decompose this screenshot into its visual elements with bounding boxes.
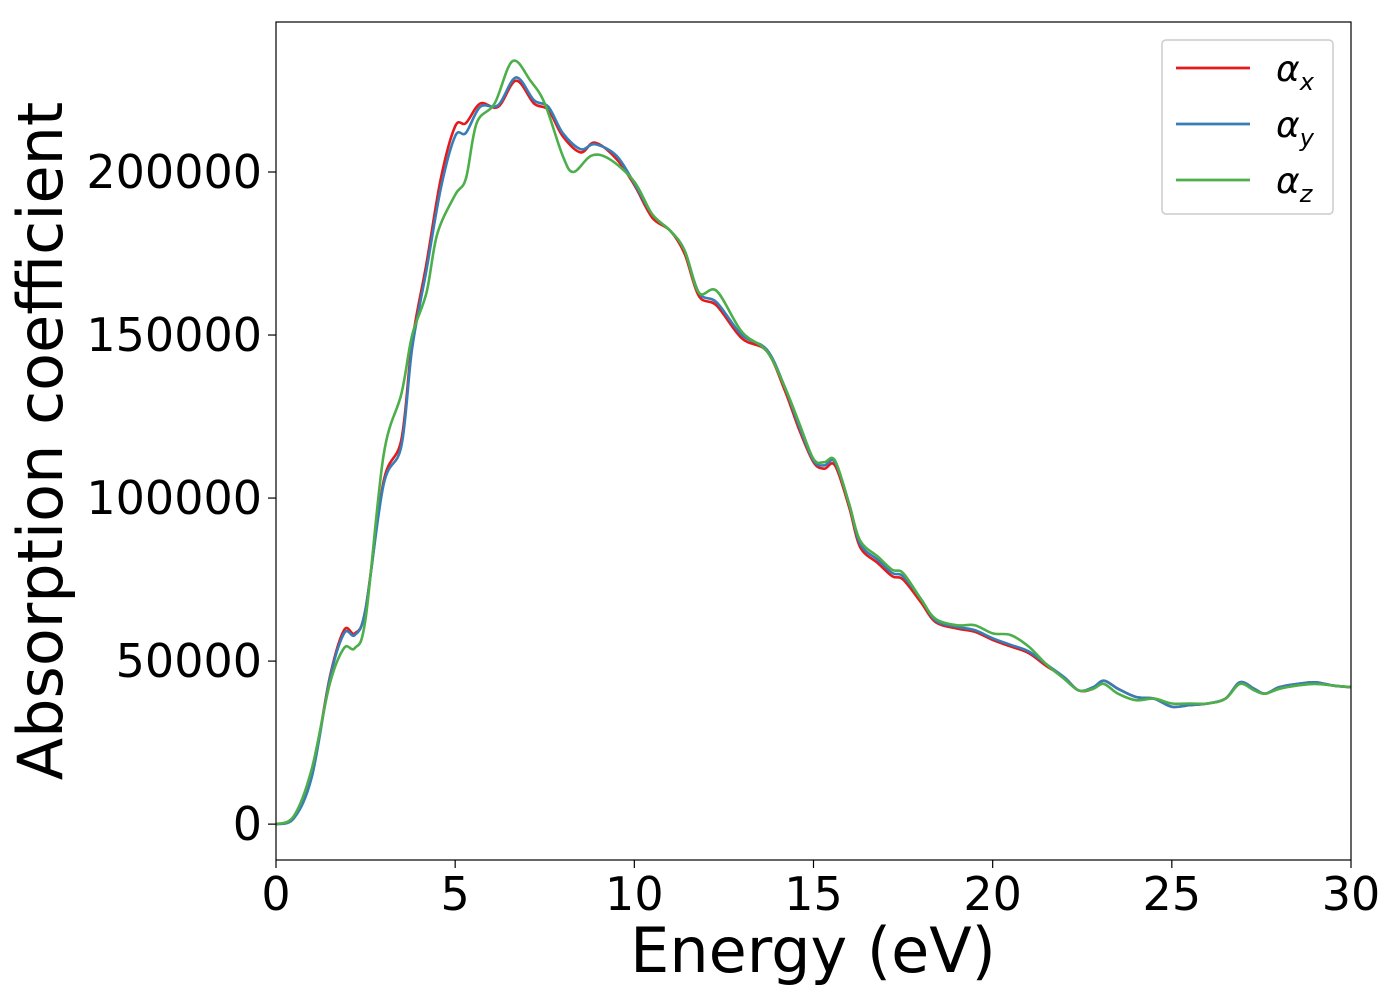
y-tick-label: 150000 xyxy=(86,308,262,362)
x-tick-label: 10 xyxy=(605,867,664,921)
x-tick-label: 25 xyxy=(1143,867,1202,921)
x-tick-label: 5 xyxy=(441,867,470,921)
x-tick-label: 0 xyxy=(261,867,290,921)
legend-box xyxy=(1161,39,1334,215)
legend-label-alpha-z: αz xyxy=(1276,161,1314,208)
x-tick-label: 15 xyxy=(784,867,843,921)
y-tick-label: 50000 xyxy=(116,634,262,688)
plot-area xyxy=(276,59,1351,826)
x-axis-label: Energy (eV) xyxy=(630,914,996,987)
y-axis-label: Absorption coefficient xyxy=(4,102,77,781)
legend-label-alpha-y: αy xyxy=(1276,105,1315,152)
y-tick-label: 0 xyxy=(233,797,262,851)
x-tick-label: 30 xyxy=(1322,867,1381,921)
x-tick-label: 20 xyxy=(963,867,1022,921)
y-axis: 0 50000 100000 150000 200000 xyxy=(86,145,276,851)
legend-label-alpha-x: αx xyxy=(1276,49,1315,96)
series-line-alpha-z xyxy=(276,59,1351,826)
legend: αx αy αz xyxy=(1161,39,1334,215)
y-tick-label: 100000 xyxy=(86,471,262,525)
y-tick-label: 200000 xyxy=(86,145,262,199)
x-axis: 0 5 10 15 20 25 30 xyxy=(261,860,1380,921)
